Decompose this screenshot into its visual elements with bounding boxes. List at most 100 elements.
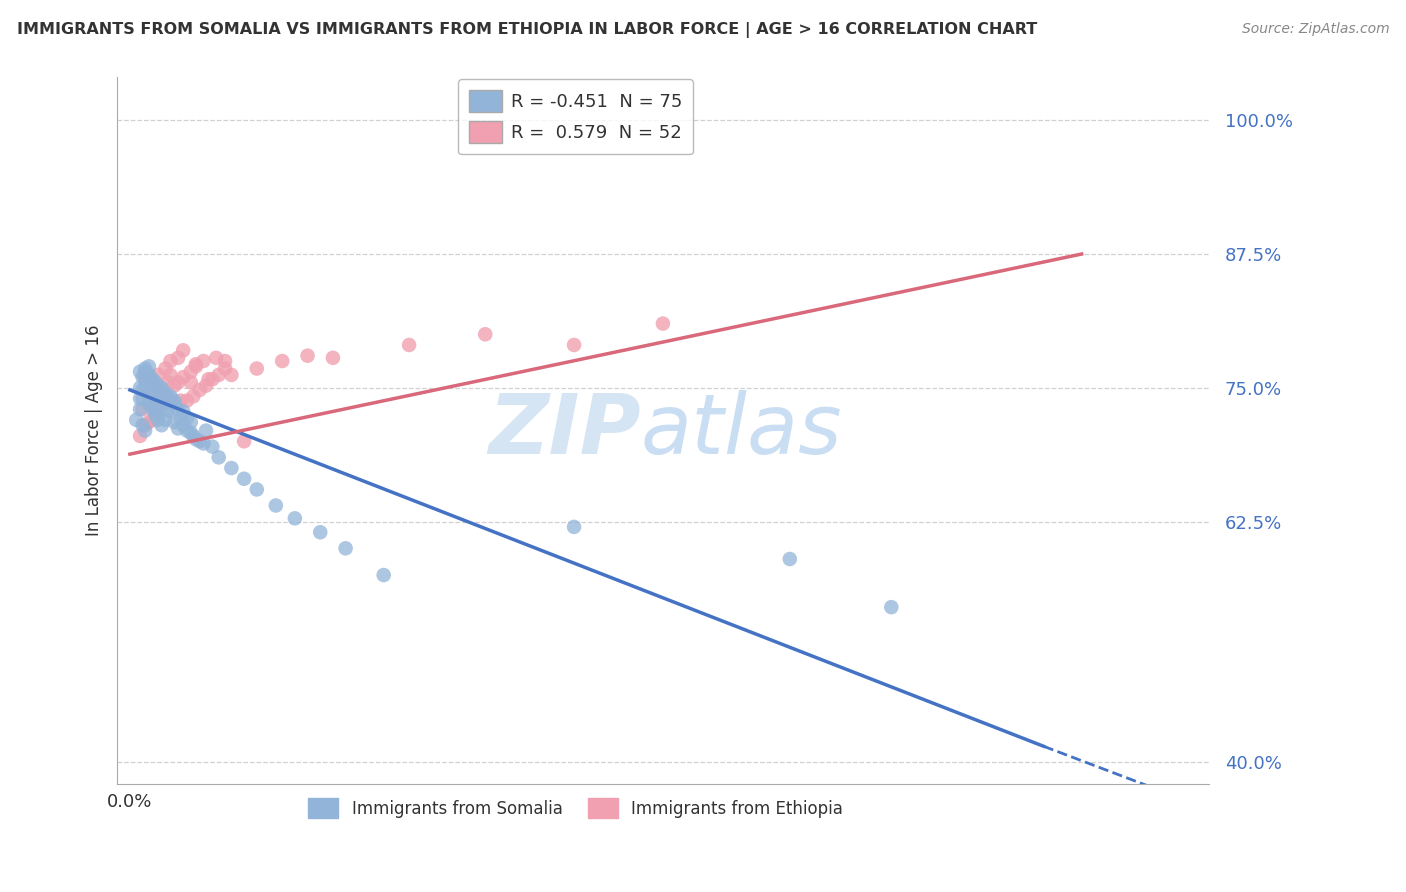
Point: [146, 378, 169, 392]
Point: [134, 418, 156, 433]
Point: [150, 418, 173, 433]
Y-axis label: In Labor Force | Age > 16: In Labor Force | Age > 16: [86, 325, 103, 536]
Point: [195, 424, 218, 438]
Point: [163, 415, 186, 429]
Point: [129, 402, 152, 417]
Point: [163, 393, 186, 408]
Point: [139, 392, 162, 406]
Point: [146, 408, 169, 422]
Point: [180, 425, 202, 440]
Point: [150, 386, 173, 401]
Point: [208, 368, 231, 382]
Point: [155, 389, 177, 403]
Point: [562, 338, 585, 352]
Point: [138, 386, 160, 401]
Point: [143, 408, 166, 422]
Point: [264, 499, 287, 513]
Point: [183, 389, 205, 403]
Point: [208, 450, 231, 465]
Point: [138, 386, 160, 401]
Point: [214, 354, 236, 368]
Point: [146, 413, 169, 427]
Point: [131, 370, 153, 384]
Point: [184, 432, 207, 446]
Point: [373, 568, 395, 582]
Point: [651, 317, 673, 331]
Point: [169, 410, 191, 425]
Point: [156, 376, 179, 390]
Point: [131, 392, 153, 406]
Point: [156, 404, 179, 418]
Point: [143, 376, 166, 390]
Point: [135, 376, 157, 390]
Point: [131, 402, 153, 417]
Point: [180, 376, 202, 390]
Point: [134, 424, 156, 438]
Legend: Immigrants from Somalia, Immigrants from Ethiopia: Immigrants from Somalia, Immigrants from…: [302, 791, 849, 825]
Point: [172, 404, 194, 418]
Point: [131, 383, 153, 397]
Text: Source: ZipAtlas.com: Source: ZipAtlas.com: [1241, 22, 1389, 37]
Point: [176, 424, 198, 438]
Point: [138, 415, 160, 429]
Point: [197, 372, 219, 386]
Point: [309, 525, 332, 540]
Point: [142, 383, 165, 397]
Point: [201, 372, 224, 386]
Point: [297, 349, 319, 363]
Point: [150, 397, 173, 411]
Point: [183, 429, 205, 443]
Point: [134, 372, 156, 386]
Point: [188, 434, 211, 449]
Point: [474, 327, 496, 342]
Point: [172, 343, 194, 358]
Point: [142, 383, 165, 397]
Point: [398, 338, 420, 352]
Point: [163, 378, 186, 392]
Text: atlas: atlas: [641, 390, 842, 471]
Point: [150, 383, 173, 397]
Point: [176, 393, 198, 408]
Point: [155, 361, 177, 376]
Point: [193, 436, 215, 450]
Point: [134, 381, 156, 395]
Point: [159, 368, 181, 382]
Point: [134, 361, 156, 376]
Point: [172, 370, 194, 384]
Point: [221, 368, 243, 382]
Point: [143, 402, 166, 417]
Point: [143, 381, 166, 395]
Point: [129, 429, 152, 443]
Point: [159, 389, 181, 403]
Point: [167, 376, 190, 390]
Point: [169, 393, 191, 408]
Point: [150, 381, 173, 395]
Point: [125, 413, 148, 427]
Text: ZIP: ZIP: [488, 390, 641, 471]
Point: [156, 402, 179, 417]
Point: [284, 511, 307, 525]
Point: [201, 440, 224, 454]
Point: [131, 418, 153, 433]
Point: [146, 393, 169, 408]
Point: [205, 351, 228, 365]
Point: [184, 357, 207, 371]
Point: [221, 461, 243, 475]
Point: [180, 365, 202, 379]
Point: [139, 372, 162, 386]
Point: [167, 351, 190, 365]
Point: [142, 402, 165, 417]
Point: [138, 368, 160, 382]
Point: [143, 408, 166, 422]
Point: [172, 418, 194, 433]
Point: [134, 370, 156, 384]
Point: [138, 368, 160, 382]
Point: [195, 378, 218, 392]
Point: [155, 413, 177, 427]
Point: [233, 434, 256, 449]
Point: [167, 402, 190, 417]
Point: [150, 397, 173, 411]
Point: [142, 413, 165, 427]
Point: [143, 389, 166, 403]
Point: [167, 421, 190, 435]
